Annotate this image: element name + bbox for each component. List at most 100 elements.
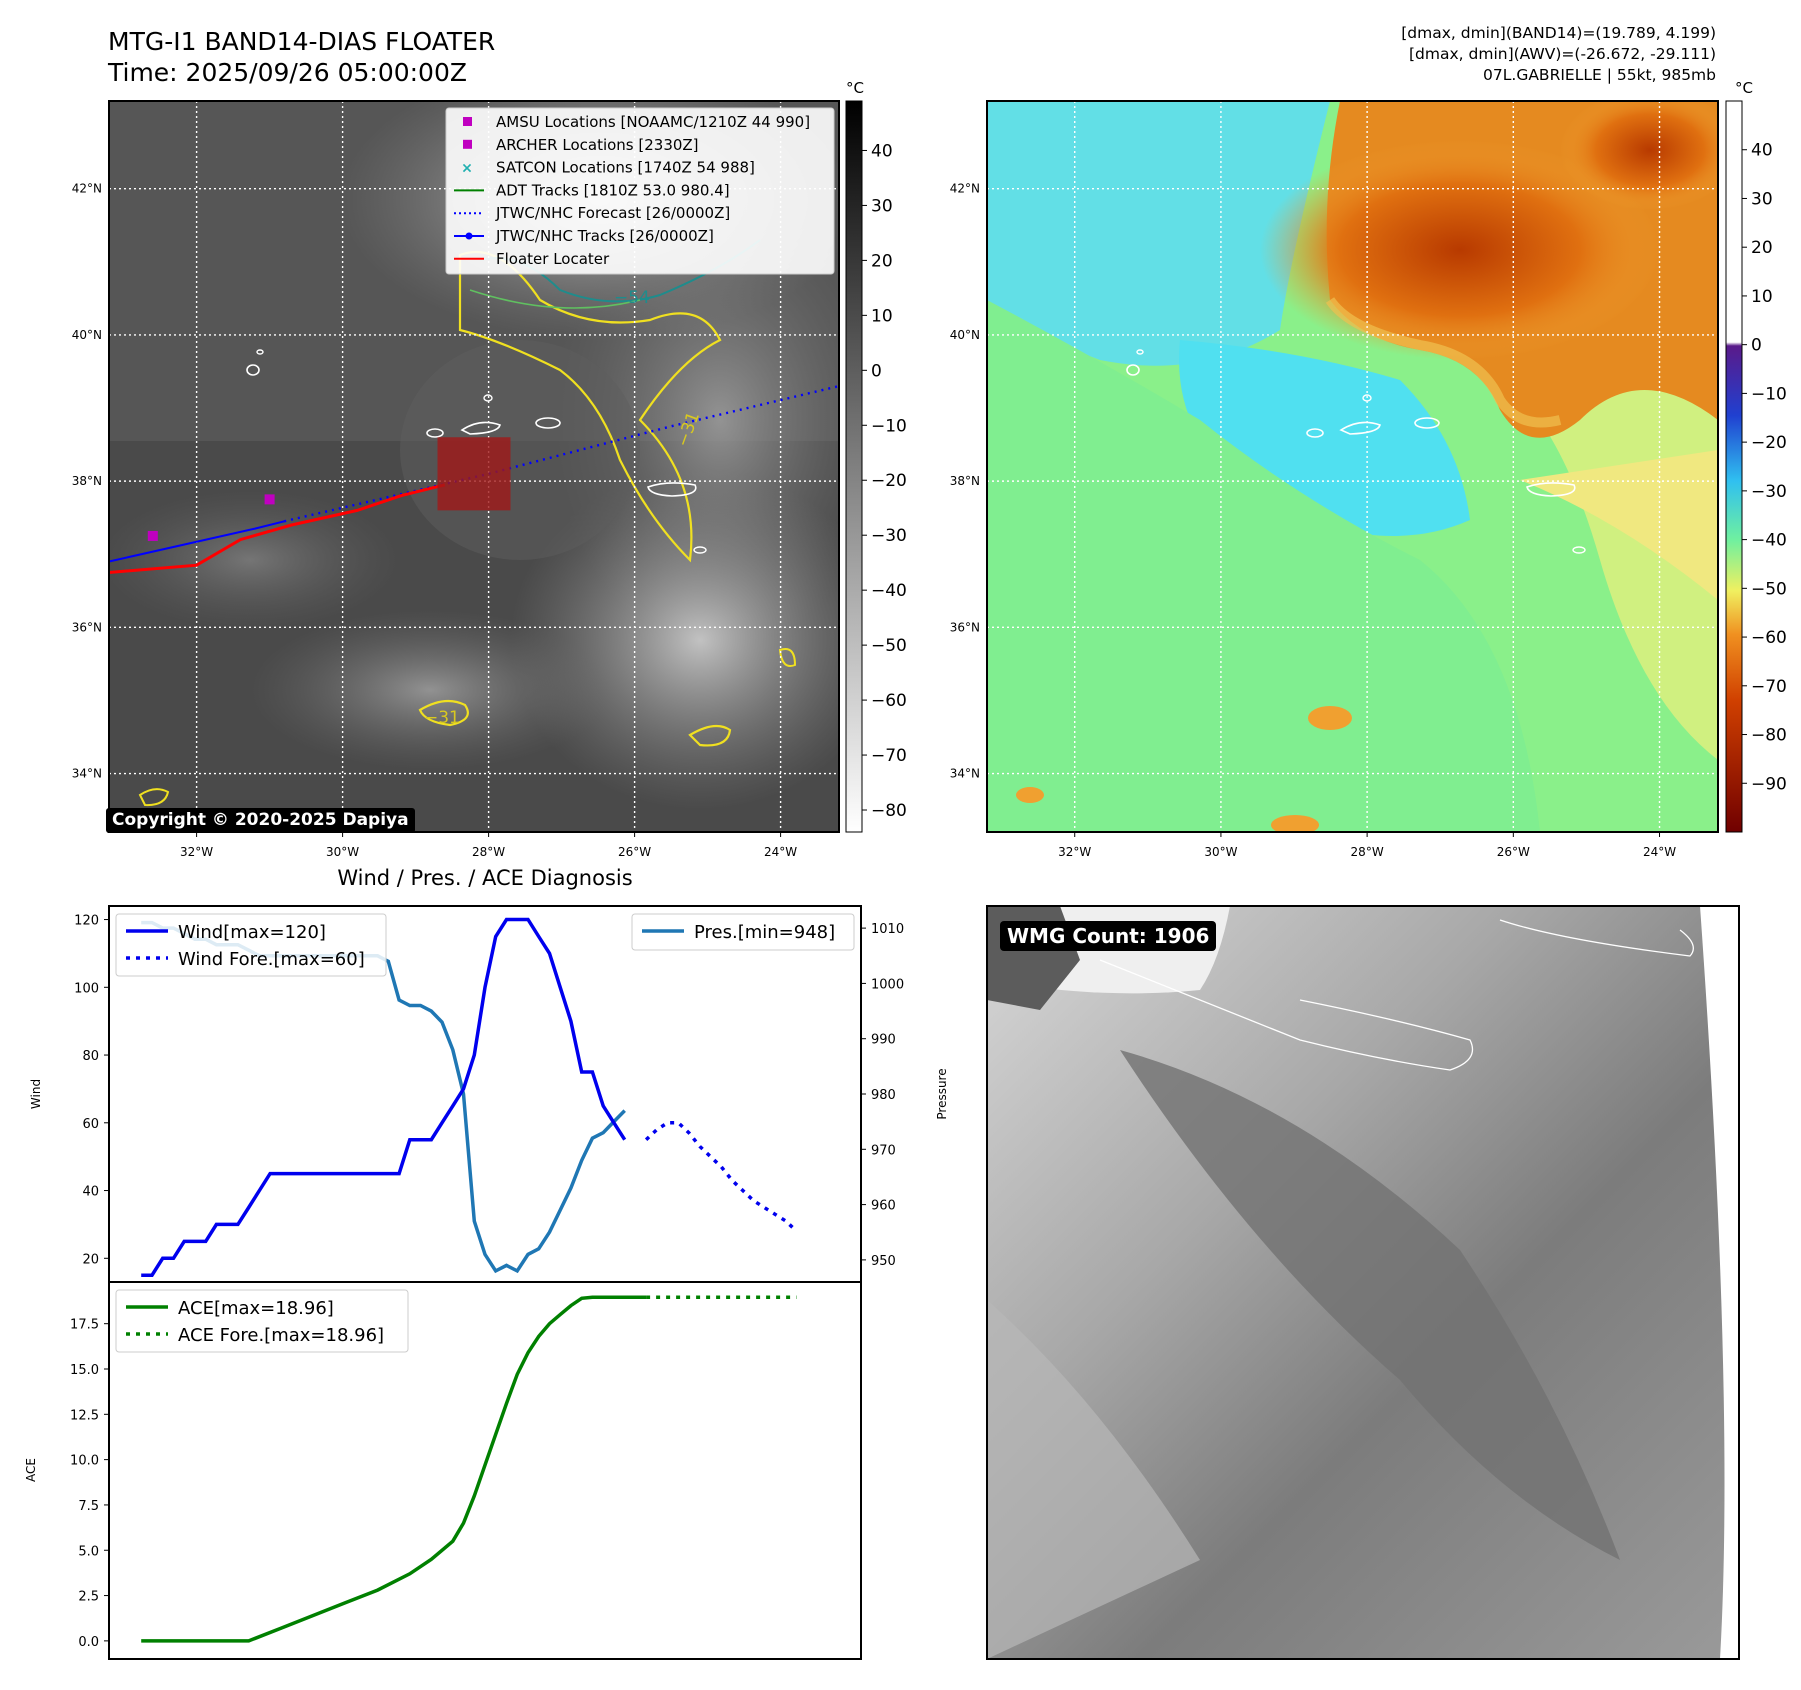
ir-axes: 32°W 30°W 28°W 26°W 24°W 34°N 36°N 38°N 40°N 42°N	[72, 182, 798, 859]
colorbar-tick-label: −50	[871, 636, 907, 656]
lon-tick-label: 32°W	[1058, 845, 1091, 859]
colorbar-tick-label: 20	[1751, 238, 1773, 258]
info-line-2: [dmax, dmin](AWV)=(-26.672, -29.111)	[1409, 45, 1716, 63]
info-line-3: 07L.GABRIELLE | 55kt, 985mb	[1483, 66, 1716, 84]
legend-marker-square	[463, 139, 472, 149]
contour-label-3: −31	[424, 708, 460, 728]
ace-axes: 0.0 2.5 5.0 7.5 10.0 12.5 15.0 17.5	[70, 1318, 109, 1650]
ace-line	[141, 1295, 647, 1643]
lon-tick-label: 26°W	[1497, 845, 1530, 859]
lat-tick-label: 34°N	[72, 767, 102, 781]
colorbar-tick-label: −40	[1751, 531, 1787, 551]
copyright-label: Copyright © 2020-2025 Dapiya	[106, 808, 415, 833]
legend-label: Floater Locater	[496, 250, 610, 268]
wind-ylabel: Wind	[29, 1079, 43, 1109]
jtwc-track-line	[109, 520, 285, 563]
wind-line	[141, 917, 627, 1277]
lat-tick-label: 42°N	[950, 182, 980, 196]
colorbar-tick-label: −30	[1751, 482, 1787, 502]
wind-tick-label: 120	[74, 914, 99, 929]
lat-tick-label: 42°N	[72, 182, 102, 196]
ace-tick-label: 7.5	[78, 1499, 99, 1514]
wind-forecast-line	[644, 1121, 798, 1233]
awv-grid	[987, 101, 1718, 832]
legend-marker-x: ×	[461, 161, 473, 177]
lon-tick-label: 30°W	[1204, 845, 1237, 859]
wind-legend-label: Wind[max=120]	[178, 922, 326, 943]
ace-ylabel: ACE	[24, 1458, 38, 1482]
colorbar-tick-label: −40	[871, 581, 907, 601]
colorbar-tick-label: −70	[871, 746, 907, 766]
lon-tick-label: 28°W	[472, 845, 505, 859]
lat-tick-label: 36°N	[72, 620, 102, 634]
colorbar-tick-label: −60	[871, 691, 907, 711]
lat-tick-label: 38°N	[72, 474, 102, 488]
legend-label: JTWC/NHC Forecast [26/0000Z]	[495, 204, 730, 222]
colorbar-tick-label: 30	[871, 196, 893, 216]
legend-label: ARCHER Locations [2330Z]	[496, 136, 699, 154]
pressure-tick-label: 970	[871, 1143, 896, 1158]
pressure-tick-label: 990	[871, 1033, 896, 1048]
lon-tick-label: 24°W	[764, 845, 797, 859]
lat-tick-label: 38°N	[950, 474, 980, 488]
awv-panel	[987, 101, 1718, 832]
lat-tick-label: 40°N	[950, 328, 980, 342]
contour-label-1: −54	[614, 288, 650, 308]
floater-box	[437, 437, 511, 511]
wmg-count-label: WMG Count: 1906	[1000, 921, 1217, 951]
legend-label: ADT Tracks [1810Z 53.0 980.4]	[496, 181, 730, 199]
wind-tick-label: 60	[82, 1117, 99, 1132]
ace-tick-label: 15.0	[70, 1363, 99, 1378]
lon-tick-label: 30°W	[326, 845, 359, 859]
ace-plot	[141, 1295, 797, 1643]
pressure-legend: Pres.[min=948]	[631, 913, 855, 951]
lon-tick-label: 32°W	[180, 845, 213, 859]
colorbar-tick-label: 10	[1751, 287, 1773, 307]
wind-tick-label: 20	[82, 1252, 99, 1267]
pressure-tick-label: 1010	[871, 922, 904, 937]
wind-tick-label: 80	[82, 1049, 99, 1064]
colorbar-tick-label: 40	[871, 141, 893, 161]
awv-axes: 32°W 30°W 28°W 26°W 24°W 34°N 36°N 38°N 40°N 42°N	[950, 182, 1676, 859]
pressure-tick-label: 980	[871, 1088, 896, 1103]
lat-tick-label: 36°N	[950, 620, 980, 634]
wind-tick-label: 100	[74, 981, 99, 996]
legend-marker-square	[463, 117, 472, 126]
pressure-legend-label: Pres.[min=948]	[694, 922, 835, 943]
wind-forecast-legend-label: Wind Fore.[max=60]	[178, 949, 365, 970]
ace-tick-label: 17.5	[70, 1318, 99, 1333]
ace-legend-label: ACE[max=18.96]	[178, 1298, 334, 1319]
wind-tick-label: 40	[82, 1185, 99, 1200]
ace-tick-label: 5.0	[78, 1544, 99, 1559]
ir-colorbar-unit: °C	[846, 79, 864, 97]
colorbar-tick-label: −30	[871, 526, 907, 546]
colorbar-tick-label: 10	[871, 306, 893, 326]
ace-legend: ACE[max=18.96] ACE Fore.[max=18.96]	[115, 1289, 409, 1353]
ir-colorbar	[845, 100, 863, 833]
wind-pressure-axes: 20 40 60 80 100 120 950 960 970 980 990 1000 1010	[74, 914, 904, 1269]
legend-label: JTWC/NHC Tracks [26/0000Z]	[495, 227, 714, 245]
lat-tick-label: 34°N	[950, 767, 980, 781]
colorbar-tick-label: 40	[1751, 141, 1773, 161]
pressure-ylabel: Pressure	[935, 1068, 949, 1119]
colorbar-tick-label: 30	[1751, 189, 1773, 209]
diagnosis-title: Wind / Pres. / ACE Diagnosis	[337, 866, 632, 890]
archer-marker	[264, 494, 275, 505]
awv-colorbar-ticks: 40 30 20 10 0 −10 −20 −30 −40 −50 −60 −70 −80 −90	[1742, 141, 1787, 794]
floater-track-line	[109, 483, 446, 574]
lon-tick-label: 26°W	[618, 845, 651, 859]
colorbar-tick-label: −10	[1751, 384, 1787, 404]
wmg-panel	[987, 906, 1739, 1659]
lat-tick-label: 40°N	[72, 328, 102, 342]
jtwc-forecast-line	[283, 384, 839, 523]
ace-tick-label: 10.0	[70, 1454, 99, 1469]
ir-legend: AMSU Locations [NOAAMC/1210Z 44 990] ARCH…	[445, 107, 835, 275]
colorbar-tick-label: 0	[1751, 336, 1762, 356]
colorbar-tick-label: −20	[1751, 433, 1787, 453]
colorbar-tick-label: 20	[871, 251, 893, 271]
legend-marker-dot	[465, 232, 473, 240]
colorbar-tick-label: −80	[1751, 726, 1787, 746]
ace-tick-label: 0.0	[78, 1635, 99, 1650]
colorbar-tick-label: −50	[1751, 579, 1787, 599]
